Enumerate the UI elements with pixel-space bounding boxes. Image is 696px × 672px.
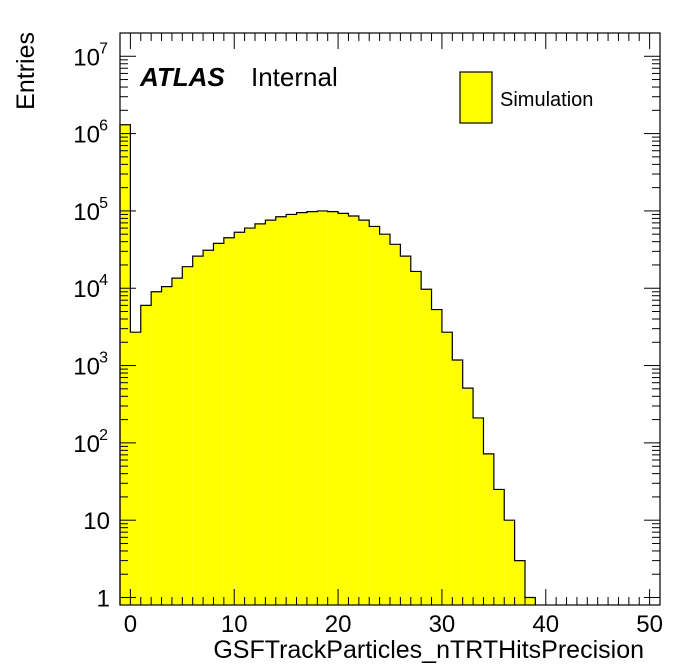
y-tick-label: 102 — [73, 427, 108, 458]
y-tick-base: 10 — [73, 122, 100, 149]
y-tick-label: 104 — [73, 272, 108, 303]
y-tick-base: 10 — [73, 276, 100, 303]
histogram-bar — [493, 489, 505, 605]
histogram-bar — [151, 291, 162, 605]
histogram-bar — [338, 213, 349, 605]
histogram-bar — [525, 597, 536, 605]
y-tick-base: 1 — [97, 586, 110, 613]
histogram-bar — [203, 250, 214, 605]
histogram-bar — [431, 309, 442, 605]
histogram-bar — [296, 212, 307, 605]
histogram-bar — [234, 232, 245, 605]
histogram-bar — [306, 211, 318, 605]
histogram-bar — [182, 266, 193, 605]
histogram-bar — [504, 520, 515, 605]
histogram-bar — [244, 228, 255, 605]
histogram-bar — [452, 359, 463, 605]
histogram-bar — [483, 453, 494, 605]
histogram-bar — [192, 256, 204, 605]
histogram-bar — [140, 305, 152, 605]
histogram-bar — [410, 271, 422, 605]
y-tick-base: 10 — [73, 199, 100, 226]
y-tick-label: 103 — [73, 350, 108, 381]
y-tick-exponent: 4 — [99, 272, 108, 289]
histogram-bar — [379, 234, 390, 605]
plot-area — [119, 124, 536, 606]
histogram-bar — [255, 223, 266, 605]
histogram-bar — [223, 237, 235, 605]
x-tick-label: 40 — [532, 611, 559, 638]
y-tick-base: 10 — [73, 354, 100, 381]
legend-label: Simulation — [500, 89, 593, 111]
histogram-bar — [514, 560, 525, 605]
x-tick-label: 10 — [221, 611, 248, 638]
histogram-bar — [317, 210, 328, 605]
x-axis-title: GSFTrackParticles_nTRTHitsPrecision — [213, 636, 644, 664]
histogram-bar — [421, 289, 432, 605]
y-tick-base: 10 — [73, 44, 100, 71]
histogram-bar — [369, 226, 380, 605]
y-tick-exponent: 6 — [99, 118, 108, 135]
y-tick-label: 1 — [97, 586, 110, 613]
histogram-bar — [462, 388, 474, 605]
histogram-bar — [265, 220, 276, 605]
x-tick-label: 50 — [636, 611, 663, 638]
histogram-bar — [390, 244, 401, 605]
y-tick-base: 10 — [83, 508, 110, 535]
histogram-outline — [119, 124, 536, 605]
x-tick-label: 30 — [429, 611, 456, 638]
y-tick-label: 10 — [83, 508, 110, 535]
histogram-bar — [473, 417, 484, 605]
histogram-bar — [400, 256, 411, 605]
y-tick-exponent: 7 — [99, 40, 108, 57]
histogram-bar — [348, 215, 359, 606]
y-axis-title: Entries — [12, 32, 40, 110]
histogram-bar — [161, 286, 172, 605]
histogram-bar — [130, 332, 141, 605]
y-tick-label: 105 — [73, 195, 108, 226]
internal-label: Internal — [251, 62, 338, 92]
x-tick-label: 0 — [124, 611, 137, 638]
histogram-bar — [213, 243, 224, 605]
x-tick-label: 20 — [325, 611, 352, 638]
y-tick-base: 10 — [73, 431, 100, 458]
histogram-bar — [327, 211, 339, 605]
y-tick-exponent: 2 — [99, 427, 108, 444]
y-tick-label: 106 — [73, 118, 108, 149]
legend-swatch — [459, 71, 493, 124]
histogram-bar — [120, 124, 131, 605]
histogram-bar — [286, 214, 297, 605]
atlas-label: ATLAS — [139, 62, 225, 92]
legend: Simulation — [459, 71, 593, 124]
histogram-bar — [171, 278, 183, 605]
histogram-bar — [275, 216, 287, 605]
histogram-bar — [441, 332, 453, 605]
y-tick-exponent: 5 — [99, 195, 108, 212]
y-tick-label: 107 — [73, 40, 108, 71]
y-tick-exponent: 3 — [99, 350, 108, 367]
histogram-bar — [358, 220, 370, 605]
